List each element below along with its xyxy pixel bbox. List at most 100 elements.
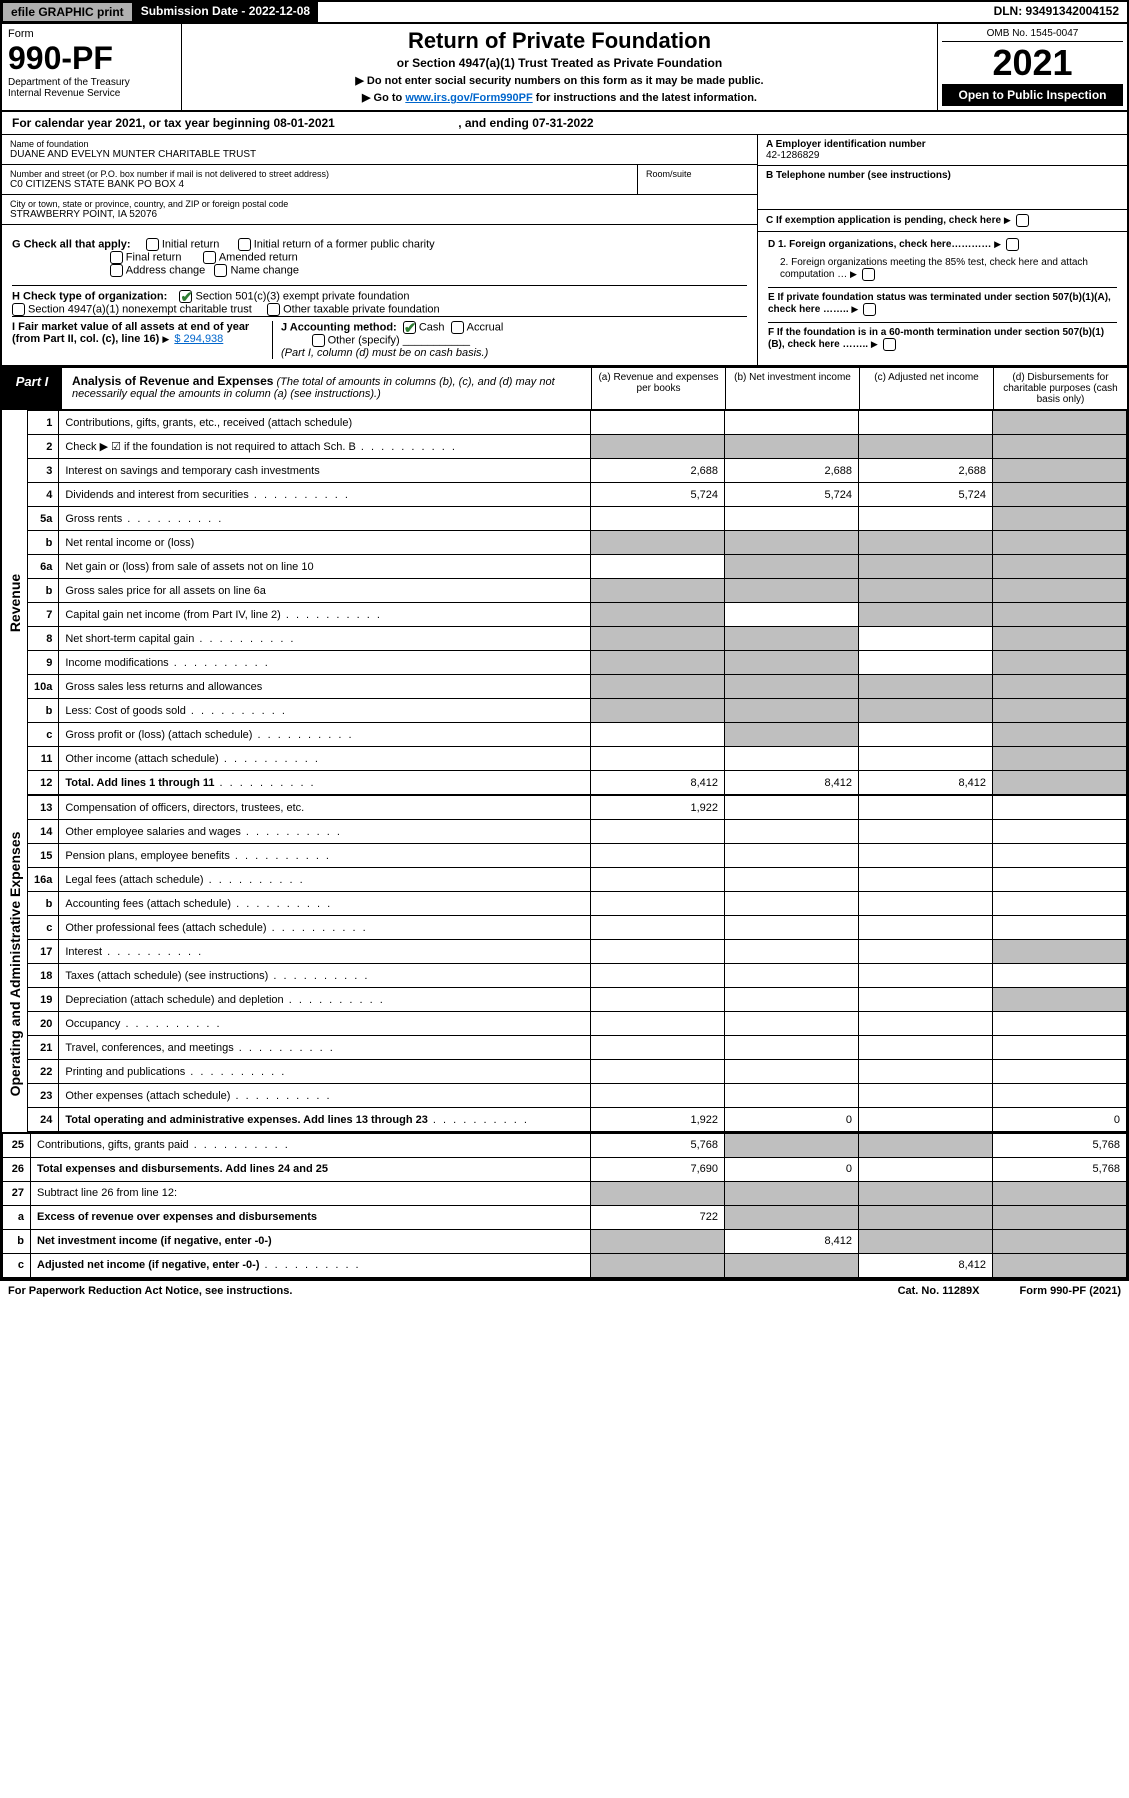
table-row: bNet investment income (if negative, ent… — [3, 1229, 1127, 1253]
table-row: 23Other expenses (attach schedule) — [28, 1084, 1127, 1108]
dln-number: DLN: 93491342004152 — [986, 2, 1127, 22]
table-row: 19Depreciation (attach schedule) and dep… — [28, 988, 1127, 1012]
revenue-label: Revenue — [2, 410, 28, 795]
city-cell: City or town, state or province, country… — [2, 195, 757, 225]
checkbox-initial-former[interactable] — [238, 238, 251, 251]
note-goto: ▶ Go to www.irs.gov/Form990PF for instru… — [188, 91, 931, 104]
telephone-cell: B Telephone number (see instructions) — [758, 166, 1127, 210]
fmv-value[interactable]: $ 294,938 — [174, 333, 223, 345]
address-cell: Number and street (or P.O. box number if… — [2, 165, 637, 195]
open-public-badge: Open to Public Inspection — [942, 84, 1123, 106]
checkbox-initial-return[interactable] — [146, 238, 159, 251]
table-row: 11Other income (attach schedule) — [28, 747, 1127, 771]
address: C0 CITIZENS STATE BANK PO BOX 4 — [10, 179, 629, 190]
table-row: 20Occupancy — [28, 1012, 1127, 1036]
irs-label: Internal Revenue Service — [8, 88, 175, 99]
table-row: 8Net short-term capital gain — [28, 627, 1127, 651]
table-row: cAdjusted net income (if negative, enter… — [3, 1253, 1127, 1277]
checkbox-d2[interactable] — [862, 268, 875, 281]
checkbox-final-return[interactable] — [110, 251, 123, 264]
form-container: efile GRAPHIC print Submission Date - 20… — [0, 0, 1129, 1280]
table-row: 2Check ▶ ☑ if the foundation is not requ… — [28, 435, 1127, 459]
checks-section: G Check all that apply: Initial return I… — [2, 232, 1127, 366]
table-row: 4Dividends and interest from securities5… — [28, 483, 1127, 507]
form-label: Form — [8, 28, 175, 40]
form-subtitle: or Section 4947(a)(1) Trust Treated as P… — [188, 56, 931, 70]
opex-table: 13Compensation of officers, directors, t… — [28, 795, 1127, 1132]
table-row: 14Other employee salaries and wages — [28, 820, 1127, 844]
table-row: 15Pension plans, employee benefits — [28, 844, 1127, 868]
fair-market-value: I Fair market value of all assets at end… — [12, 321, 272, 359]
header-left: Form 990-PF Department of the Treasury I… — [2, 24, 182, 110]
efile-print-button[interactable]: efile GRAPHIC print — [2, 2, 133, 22]
checkbox-cash[interactable] — [403, 321, 416, 334]
table-row: 1Contributions, gifts, grants, etc., rec… — [28, 411, 1127, 435]
foundation-name: DUANE AND EVELYN MUNTER CHARITABLE TRUST — [10, 149, 749, 160]
table-row: aExcess of revenue over expenses and dis… — [3, 1205, 1127, 1229]
table-row: 10aGross sales less returns and allowanc… — [28, 675, 1127, 699]
checkbox-name-change[interactable] — [214, 264, 227, 277]
checkbox-4947a1[interactable] — [12, 303, 25, 316]
table-row: bGross sales price for all assets on lin… — [28, 579, 1127, 603]
header-right: OMB No. 1545-0047 2021 Open to Public In… — [937, 24, 1127, 110]
topbar: efile GRAPHIC print Submission Date - 20… — [2, 2, 1127, 24]
room-cell: Room/suite — [637, 165, 757, 195]
checkbox-501c3[interactable] — [179, 290, 192, 303]
dept-treasury: Department of the Treasury — [8, 77, 175, 88]
opex-section: Operating and Administrative Expenses 13… — [2, 795, 1127, 1132]
table-row: 22Printing and publications — [28, 1060, 1127, 1084]
checkbox-accrual[interactable] — [451, 321, 464, 334]
table-row: 27Subtract line 26 from line 12: — [3, 1181, 1127, 1205]
d-e-f-block: D 1. Foreign organizations, check here……… — [757, 232, 1127, 365]
table-row: 24Total operating and administrative exp… — [28, 1108, 1127, 1132]
table-row: 26Total expenses and disbursements. Add … — [3, 1157, 1127, 1181]
checkbox-d1[interactable] — [1006, 238, 1019, 251]
checkbox-e[interactable] — [863, 303, 876, 316]
table-row: 7Capital gain net income (from Part IV, … — [28, 603, 1127, 627]
table-row: bAccounting fees (attach schedule) — [28, 892, 1127, 916]
checkbox-c[interactable] — [1016, 214, 1029, 227]
irs-link[interactable]: www.irs.gov/Form990PF — [405, 92, 532, 104]
checkbox-other-method[interactable] — [312, 334, 325, 347]
table-row: 25Contributions, gifts, grants paid5,768… — [3, 1133, 1127, 1157]
form-ref: Form 990-PF (2021) — [1020, 1285, 1121, 1297]
header-center: Return of Private Foundation or Section … — [182, 24, 937, 110]
info-section: Name of foundation DUANE AND EVELYN MUNT… — [2, 135, 1127, 232]
submission-date: Submission Date - 2022-12-08 — [133, 2, 318, 22]
table-row: cGross profit or (loss) (attach schedule… — [28, 723, 1127, 747]
opex-label: Operating and Administrative Expenses — [2, 795, 28, 1132]
table-row: bLess: Cost of goods sold — [28, 699, 1127, 723]
checkbox-amended[interactable] — [203, 251, 216, 264]
tax-year: 2021 — [942, 42, 1123, 84]
year-begin: 08-01-2021 — [273, 116, 334, 130]
part1-title: Analysis of Revenue and Expenses (The to… — [62, 368, 591, 409]
checkbox-other-taxable[interactable] — [267, 303, 280, 316]
checkbox-f[interactable] — [883, 338, 896, 351]
accounting-method: J Accounting method: Cash Accrual Other … — [272, 321, 747, 359]
table-row: bNet rental income or (loss) — [28, 531, 1127, 555]
form-number: 990-PF — [8, 40, 175, 77]
exemption-pending-cell: C If exemption application is pending, c… — [758, 210, 1127, 232]
part1-header: Part I Analysis of Revenue and Expenses … — [2, 366, 1127, 410]
table-row: 9Income modifications — [28, 651, 1127, 675]
table-row: 17Interest — [28, 940, 1127, 964]
table-row: 13Compensation of officers, directors, t… — [28, 796, 1127, 820]
page-footer: For Paperwork Reduction Act Notice, see … — [0, 1280, 1129, 1301]
paperwork-notice: For Paperwork Reduction Act Notice, see … — [8, 1285, 292, 1297]
final-table: 25Contributions, gifts, grants paid5,768… — [2, 1132, 1127, 1278]
col-b-header: (b) Net investment income — [725, 368, 859, 409]
city-state-zip: STRAWBERRY POINT, IA 52076 — [10, 209, 749, 220]
form-header: Form 990-PF Department of the Treasury I… — [2, 24, 1127, 110]
note-ssn: ▶ Do not enter social security numbers o… — [188, 74, 931, 87]
col-a-header: (a) Revenue and expenses per books — [591, 368, 725, 409]
omb-number: OMB No. 1545-0047 — [942, 28, 1123, 42]
table-row: cOther professional fees (attach schedul… — [28, 916, 1127, 940]
g-h-i-j-block: G Check all that apply: Initial return I… — [2, 232, 757, 365]
table-row: 21Travel, conferences, and meetings — [28, 1036, 1127, 1060]
table-row: 16aLegal fees (attach schedule) — [28, 868, 1127, 892]
ein-value: 42-1286829 — [766, 150, 819, 161]
revenue-table: 1Contributions, gifts, grants, etc., rec… — [28, 410, 1127, 795]
cat-number: Cat. No. 11289X — [898, 1285, 980, 1297]
checkbox-address-change[interactable] — [110, 264, 123, 277]
col-d-header: (d) Disbursements for charitable purpose… — [993, 368, 1127, 409]
